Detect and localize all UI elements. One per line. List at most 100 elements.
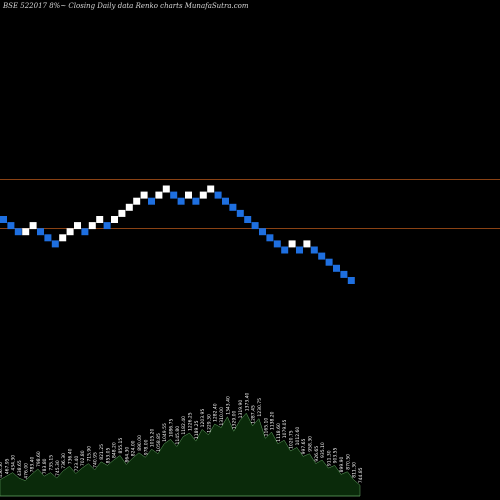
renko-brick-down [192,197,200,205]
volume-label: 1189.25 [194,420,200,439]
volume-label: 1020.75 [289,430,295,449]
volume-label: 1145.80 [175,426,181,445]
renko-brick-down [37,228,44,236]
volume-label: 1182.40 [181,416,187,435]
renko-brick-up [207,185,215,193]
volume-label: 1049.55 [162,423,168,442]
renko-brick-up [59,234,67,242]
volume-label: 821.25 [99,444,105,460]
volume-labels: 456.50 467.95 434.30 438.65 476.00 783.40 798.… [0,392,364,483]
volume-label: 1015.20 [150,428,156,447]
renko-brick-up [118,209,126,217]
renko-brick-down [259,228,266,236]
volume-label: 467.95 [4,458,10,474]
volume-label: 1079.05 [282,419,288,438]
renko-brick-down [177,197,185,205]
volume-label: 740.95 [93,452,99,468]
renko-brick-up [22,228,30,236]
volume-label: 903.55 [333,448,339,464]
volume-label: 744.85 [358,467,364,483]
volume-label: 1287.45 [251,405,257,424]
renko-brick-down [170,191,178,199]
volume-label: 853.05 [105,448,111,464]
volume-label: 848.20 [112,442,118,458]
renko-brick-down [340,270,348,278]
volume-label: 476.00 [23,463,29,479]
volume-label: 1012.60 [295,427,301,446]
volume-label: 456.50 [0,462,4,478]
renko-brick-down [347,277,355,284]
renko-brick-up [125,203,133,211]
volume-label: 715.90 [86,446,92,462]
renko-brick-up [29,222,37,230]
volume-label: 1203.95 [200,409,206,428]
volume-label: 1229.30 [206,414,212,433]
volume-label: 745.30 [55,460,61,476]
volume-label: 736.30 [61,453,67,469]
renko-brick-up [74,222,81,230]
volume-label: 434.30 [11,455,17,471]
renko-brick-up [155,191,163,199]
renko-brick-down [229,203,237,211]
volume-label: 1282.40 [213,403,219,422]
renko-brick-down [0,216,7,223]
renko-brick-down [266,234,274,242]
volume-label: 1373.40 [244,392,250,411]
renko-brick-down [222,197,229,205]
renko-brick-up [133,197,141,205]
renko-brick-down [251,222,259,230]
renko-brick-up [199,191,207,199]
renko-brick-down [236,209,244,217]
renko-brick-up [162,185,170,193]
renko-brick-down [296,246,303,254]
volume-label: 1343.40 [225,396,231,415]
volume-label: 1310.00 [219,407,225,426]
volume-label: 997.65 [301,439,307,455]
volume-label: 1058.85 [156,433,162,452]
volume-label: 783.40 [30,457,36,473]
volume-label: 735.15 [49,455,55,471]
chart-title: BSE 522017 8%~ Closing Daily data Renko … [2,2,249,10]
volume-label: 1138.20 [270,411,276,430]
renko-brick-down [7,222,15,230]
volume-label: 736.40 [68,448,74,464]
renko-brick-up [111,216,118,223]
volume-label: 1329.00 [232,410,238,429]
renko-brick-down [310,246,318,254]
volume-label: 824.00 [131,440,137,456]
volume-label: 1319.90 [238,400,244,419]
volume-label: 1230.75 [257,398,263,417]
renko-brick-down [44,234,52,242]
renko-brick-down [244,216,252,223]
volume-label: 958.30 [308,436,314,452]
volume-label: 935.10 [320,442,326,458]
volume-label: 926.65 [314,446,320,462]
renko-brick-down [51,240,59,248]
renko-brick-down [81,228,89,236]
renko-brick-down [14,228,22,236]
renko-brick-up [96,216,104,223]
renko-brick-down [281,246,289,254]
renko-brick-down [103,222,111,230]
renko-brick-up [303,240,311,248]
volume-label: 783.80 [42,458,48,474]
renko-brick-down [214,191,222,199]
volume-area [0,412,361,497]
renko-bricks [0,185,355,284]
volume-label: 870.50 [345,454,351,470]
renko-brick-down [148,197,155,205]
volume-label: 855.15 [118,438,124,454]
volume-label: 798.60 [36,451,42,467]
volume-label: 890.00 [137,435,143,451]
renko-brick-up [66,228,74,236]
volume-label: 978.00 [143,439,149,455]
volume-label: 899.90 [339,457,345,473]
volume-label: 702.80 [80,450,86,466]
renko-brick-up [185,191,192,199]
volume-label: 811.30 [352,462,358,478]
volume-label: 438.65 [17,460,23,476]
volume-label: 723.40 [74,456,80,472]
renko-brick-down [325,258,333,266]
volume-label: 911.30 [326,450,332,466]
